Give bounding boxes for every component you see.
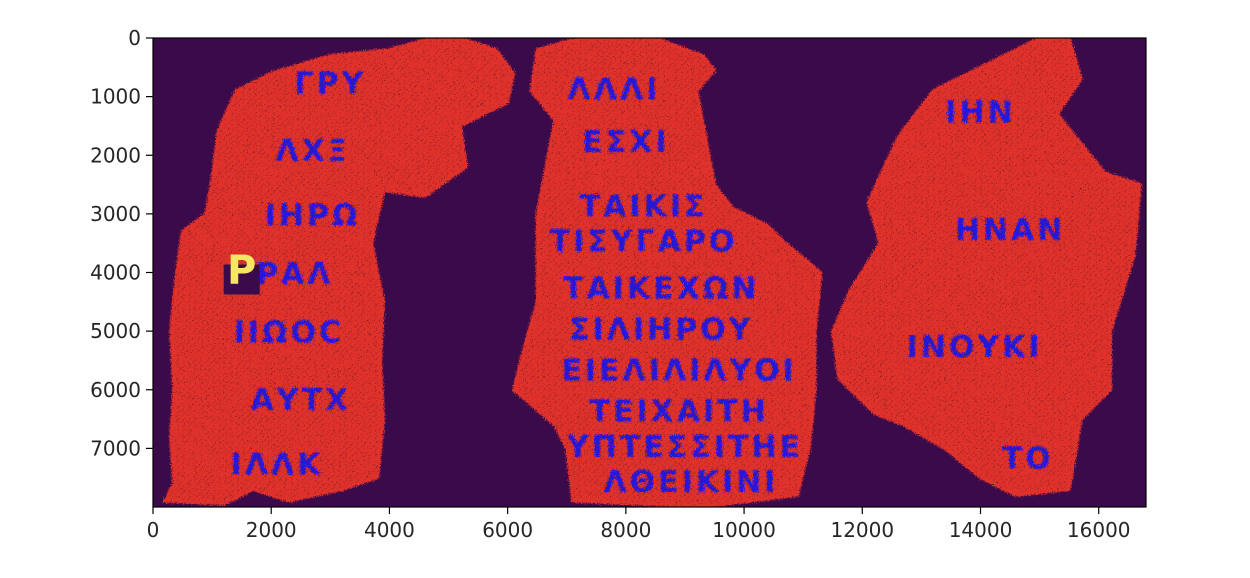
ink-stroke: ΤΑΙΚΕΧΩΝ bbox=[563, 272, 759, 307]
ink-stroke: ΛΛΛΙ bbox=[568, 72, 661, 107]
x-tick-label: 2000 bbox=[246, 518, 297, 542]
ink-stroke: ΤΕΙΧΑΙΤΗ bbox=[589, 395, 768, 430]
ink-stroke: ΤΑΙΚΙΣ bbox=[580, 190, 708, 225]
middle-fragment-papyrus bbox=[511, 38, 823, 507]
left-fragment: ΓΡΥ ΛΧΞ ΙΗΡΩ ΡΑΛ ΙΙΩΟϹ ΑΥΤΧ ΙΛΛΚ P bbox=[162, 38, 516, 506]
ink-stroke: ΙΝΟΥΚΙ bbox=[907, 330, 1043, 365]
ink-stroke: ΓΡΥ bbox=[294, 66, 366, 101]
ink-stroke: ΕΙΕΛΙΛΙΛΥΟΙ bbox=[561, 354, 797, 389]
y-tick-label: 1000 bbox=[90, 85, 141, 109]
highlight-mark: P bbox=[227, 248, 256, 294]
x-tick-label: 6000 bbox=[482, 518, 533, 542]
x-tick-label: 14000 bbox=[949, 518, 1013, 542]
plot-area: ΓΡΥ ΛΧΞ ΙΗΡΩ ΡΑΛ ΙΙΩΟϹ ΑΥΤΧ ΙΛΛΚ P ΛΛΛΙ ΕΣΧΙ ΤΑΙΚΙ… bbox=[153, 38, 1146, 507]
ink-stroke: ΑΥΤΧ bbox=[251, 383, 352, 418]
y-tick-label: 5000 bbox=[90, 319, 141, 343]
ink-stroke: ΙΗΝ bbox=[945, 96, 1015, 131]
y-tick-label: 2000 bbox=[90, 143, 141, 167]
highlight-patch-shadow bbox=[223, 264, 260, 295]
ink-stroke: ΛΧΞ bbox=[275, 134, 349, 169]
left-fragment-papyrus bbox=[162, 38, 516, 506]
ink-stroke: ΤΙΣΥΓΑΡΟ bbox=[550, 225, 738, 260]
ink-stroke: ΗΝΑΝ bbox=[955, 213, 1066, 248]
ink-stroke: ΕΣΧΙ bbox=[582, 125, 669, 160]
ink-stroke: ΡΑΛ bbox=[256, 257, 333, 292]
ink-stroke: ΣΙΛΙΗΡΟΥ bbox=[569, 313, 753, 348]
axes: 0 2000 4000 6000 8000 10000 12000 14000 16000 0 10… bbox=[90, 26, 1147, 542]
y-tick-label: 6000 bbox=[90, 378, 141, 402]
ink-stroke: ΤΟ bbox=[1002, 442, 1054, 477]
x-tick-label: 0 bbox=[147, 518, 160, 542]
ink-stroke: ΙΗΡΩ bbox=[265, 198, 361, 233]
ink-stroke: ΙΙΩΟϹ bbox=[234, 316, 344, 351]
x-tick-label: 12000 bbox=[830, 518, 894, 542]
ink-stroke: ΥΠΤΕΣΣΙΤΗΕ bbox=[566, 430, 803, 465]
ink-stroke: ΛΘΕΙΚΙΝΙ bbox=[603, 465, 778, 500]
y-tick-label: 4000 bbox=[90, 261, 141, 285]
right-fragment: ΙΗΝ ΗΝΑΝ ΙΝΟΥΚΙ ΤΟ bbox=[831, 38, 1142, 497]
right-fragment-papyrus bbox=[831, 38, 1142, 497]
y-tick-label: 7000 bbox=[90, 436, 141, 460]
x-tick-label: 16000 bbox=[1067, 518, 1131, 542]
x-tick-label: 10000 bbox=[712, 518, 776, 542]
ink-stroke: ΙΛΛΚ bbox=[231, 448, 324, 483]
x-tick-label: 8000 bbox=[600, 518, 651, 542]
y-tick-label: 3000 bbox=[90, 202, 141, 226]
y-tick-label: 0 bbox=[128, 26, 141, 50]
x-tick-label: 4000 bbox=[364, 518, 415, 542]
